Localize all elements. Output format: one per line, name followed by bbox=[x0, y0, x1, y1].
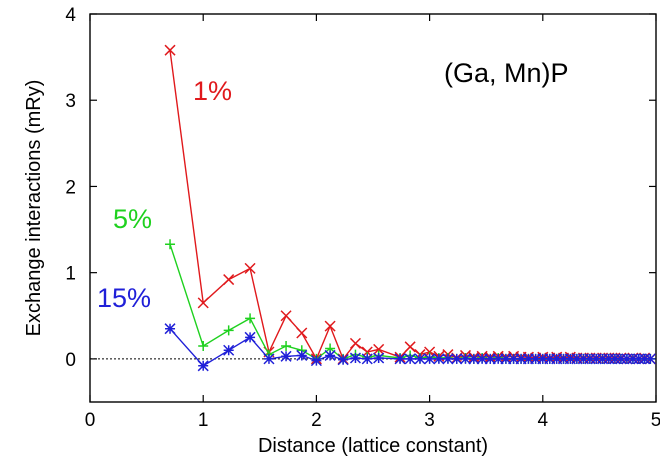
data-point bbox=[468, 353, 480, 365]
data-point bbox=[296, 349, 308, 361]
data-point bbox=[404, 353, 416, 365]
data-point bbox=[244, 262, 256, 274]
data-point bbox=[590, 353, 602, 365]
data-point bbox=[280, 310, 292, 322]
x-tick-label: 4 bbox=[538, 410, 549, 431]
annotation-1pct: 1% bbox=[193, 76, 232, 106]
data-point bbox=[639, 353, 651, 365]
data-point bbox=[361, 353, 373, 365]
data-point bbox=[198, 340, 209, 351]
x-axis-label: Distance (lattice constant) bbox=[258, 435, 488, 457]
data-point bbox=[459, 353, 472, 365]
data-point bbox=[557, 353, 570, 365]
data-point bbox=[164, 323, 176, 335]
data-point bbox=[597, 353, 609, 365]
data-point bbox=[551, 353, 563, 365]
data-point bbox=[621, 353, 633, 365]
data-point bbox=[223, 344, 235, 356]
data-point bbox=[476, 353, 488, 365]
x-tick-label: 3 bbox=[424, 410, 435, 431]
data-point bbox=[197, 297, 209, 309]
data-point bbox=[544, 353, 556, 365]
series-3 bbox=[164, 323, 656, 372]
data-point bbox=[522, 353, 534, 365]
data-point bbox=[584, 353, 596, 365]
data-point bbox=[296, 327, 308, 339]
data-point bbox=[414, 353, 426, 365]
data-point bbox=[394, 353, 406, 365]
data-point bbox=[263, 353, 275, 365]
data-point bbox=[324, 320, 336, 332]
plot-area bbox=[89, 13, 657, 403]
data-point bbox=[537, 353, 549, 365]
y-tick-label: 2 bbox=[65, 177, 76, 198]
data-point bbox=[515, 353, 527, 365]
data-point bbox=[424, 353, 436, 365]
data-point bbox=[484, 353, 496, 365]
data-point bbox=[500, 353, 512, 365]
data-point bbox=[442, 353, 454, 365]
annotation-15pct: 15% bbox=[97, 283, 151, 313]
x-tick-label: 0 bbox=[85, 410, 96, 431]
data-point bbox=[609, 353, 621, 365]
data-point bbox=[373, 352, 385, 364]
y-axis-label: Exchange interactions (mRy) bbox=[23, 80, 45, 337]
data-point bbox=[577, 353, 589, 365]
data-point bbox=[349, 352, 361, 364]
data-point bbox=[164, 44, 176, 56]
data-point bbox=[644, 353, 656, 365]
data-point bbox=[310, 355, 322, 367]
data-point bbox=[373, 343, 385, 355]
data-point bbox=[337, 354, 349, 366]
y-tick-label: 4 bbox=[65, 5, 76, 26]
data-point bbox=[603, 353, 615, 365]
data-point bbox=[223, 325, 234, 336]
data-point bbox=[197, 360, 209, 372]
data-point bbox=[349, 337, 361, 349]
data-point bbox=[571, 353, 583, 365]
y-tick-label: 3 bbox=[65, 91, 76, 112]
data-point bbox=[280, 350, 292, 362]
y-tick-label: 0 bbox=[65, 350, 76, 371]
axis-tick-labels: 0 1 2 3 4 5 0 1 2 3 4 bbox=[65, 5, 660, 431]
data-point bbox=[633, 353, 645, 365]
annotation-5pct: 5% bbox=[113, 204, 152, 234]
data-point bbox=[433, 353, 445, 365]
data-point bbox=[244, 331, 256, 343]
x-tick-label: 2 bbox=[311, 410, 322, 431]
data-point bbox=[404, 341, 416, 353]
annotation-material: (Ga, Mn)P bbox=[444, 58, 569, 88]
data-point bbox=[508, 353, 520, 365]
data-point bbox=[451, 353, 463, 365]
x-tick-label: 1 bbox=[198, 410, 209, 431]
data-point bbox=[492, 353, 504, 365]
data-point bbox=[165, 239, 176, 250]
series-layer bbox=[164, 44, 656, 372]
data-point bbox=[324, 349, 336, 361]
data-point bbox=[530, 353, 542, 365]
x-tick-label: 5 bbox=[651, 410, 660, 431]
data-point bbox=[245, 313, 256, 324]
data-point bbox=[627, 353, 639, 365]
data-point bbox=[223, 274, 235, 286]
y-tick-label: 1 bbox=[65, 264, 76, 285]
data-point bbox=[615, 353, 627, 365]
data-point bbox=[281, 340, 292, 351]
data-point bbox=[564, 353, 576, 365]
